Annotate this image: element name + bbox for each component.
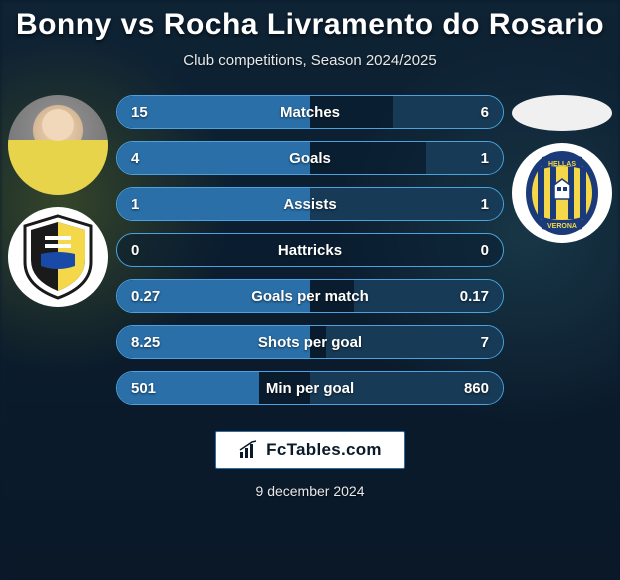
stat-label: Assists xyxy=(117,188,503,220)
svg-text:HELLAS: HELLAS xyxy=(548,161,576,168)
svg-text:VERONA: VERONA xyxy=(547,223,577,230)
main-row: 156Matches 41Goals 11Assists 00Hattricks 0.2… xyxy=(0,95,620,417)
stat-label: Shots per goal xyxy=(117,326,503,358)
stat-label: Hattricks xyxy=(117,234,503,266)
subtitle: Club competitions, Season 2024/2025 xyxy=(0,52,620,69)
page-title: Bonny vs Rocha Livramento do Rosario xyxy=(0,8,620,42)
stats-container: 156Matches 41Goals 11Assists 00Hattricks 0.2… xyxy=(108,95,512,417)
brand-text: FcTables.com xyxy=(266,440,382,460)
stat-label: Goals per match xyxy=(117,280,503,312)
stat-row: 0.270.17Goals per match xyxy=(116,279,504,313)
stat-row: 156Matches xyxy=(116,95,504,129)
brand-box: FcTables.com xyxy=(215,431,405,469)
stat-label: Matches xyxy=(117,96,503,128)
parma-crest-icon xyxy=(21,214,95,300)
footer: FcTables.com 9 december 2024 xyxy=(0,431,620,499)
stat-row: 11Assists xyxy=(116,187,504,221)
stat-row: 501860Min per goal xyxy=(116,371,504,405)
player-photo-left xyxy=(8,95,108,195)
stat-row: 00Hattricks xyxy=(116,233,504,267)
verona-crest-icon: HELLAS VERONA xyxy=(524,149,600,237)
player-photo-right xyxy=(512,95,612,131)
stat-label: Goals xyxy=(117,142,503,174)
left-column xyxy=(8,95,108,307)
club-badge-left xyxy=(8,207,108,307)
comparison-card: Bonny vs Rocha Livramento do Rosario Clu… xyxy=(0,0,620,580)
brand-logo-icon xyxy=(238,440,258,460)
right-column: HELLAS VERONA xyxy=(512,95,612,243)
stat-row: 41Goals xyxy=(116,141,504,175)
stat-row: 8.257Shots per goal xyxy=(116,325,504,359)
stat-label: Min per goal xyxy=(117,372,503,404)
date-label: 9 december 2024 xyxy=(0,483,620,499)
club-badge-right: HELLAS VERONA xyxy=(512,143,612,243)
